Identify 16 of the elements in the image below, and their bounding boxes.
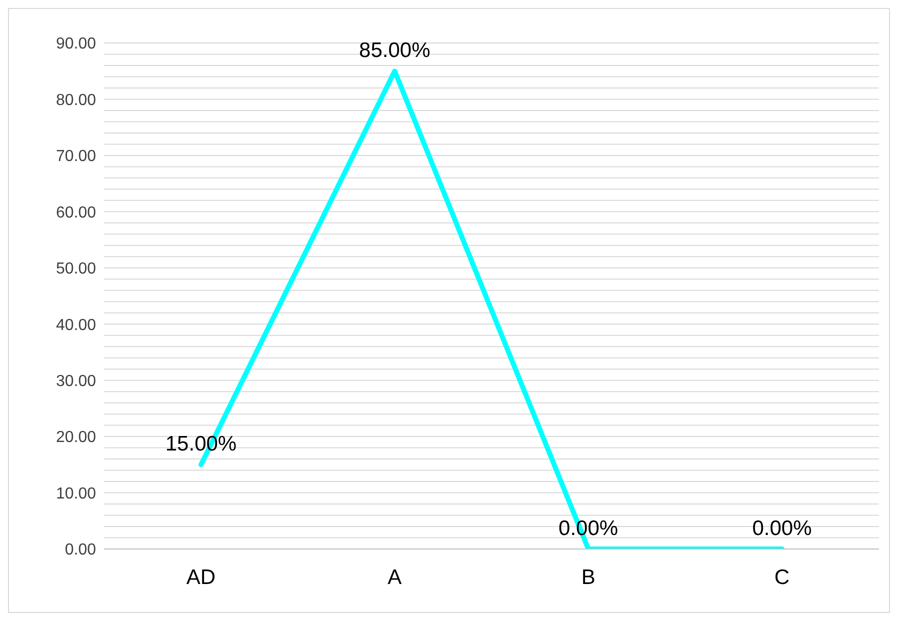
y-tick-label: 0.00: [64, 542, 96, 559]
x-tick-label: AD: [186, 566, 216, 589]
y-tick-label: 60.00: [56, 204, 96, 222]
y-tick-label: 90.00: [56, 36, 96, 53]
y-tick-label: 80.00: [56, 92, 96, 109]
y-tick-label: 50.00: [56, 260, 96, 278]
x-tick-label: A: [388, 566, 402, 589]
y-tick-label: 70.00: [56, 148, 96, 166]
y-tick-label: 20.00: [56, 429, 96, 446]
x-tick-label: C: [774, 566, 790, 589]
data-label: 0.00%: [752, 517, 812, 540]
data-label: 85.00%: [359, 39, 430, 62]
y-tick-label: 40.00: [56, 316, 96, 334]
y-tick-label: 30.00: [56, 373, 96, 390]
y-tick-label: 10.00: [56, 485, 96, 502]
x-tick-label: B: [581, 566, 596, 589]
